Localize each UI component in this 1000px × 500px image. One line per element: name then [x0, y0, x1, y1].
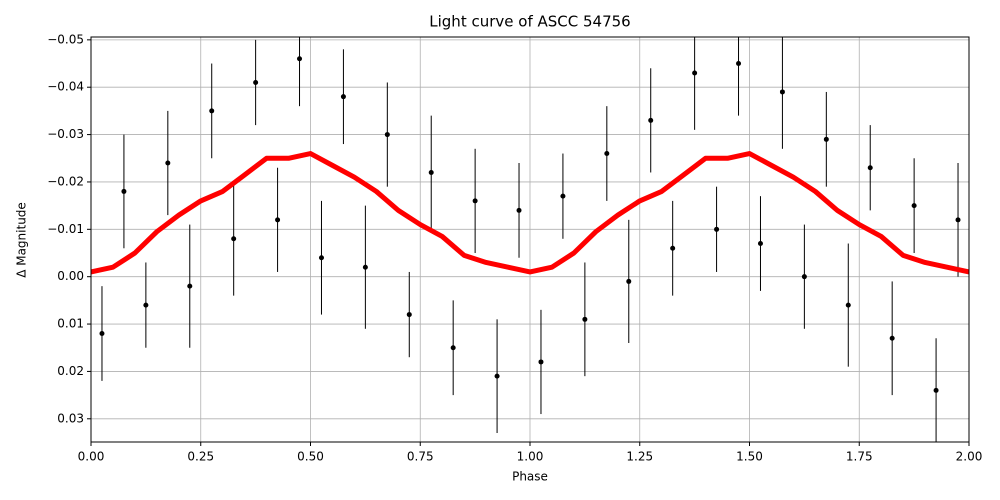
chart-title: Light curve of ASCC 54756 — [429, 13, 630, 31]
ticks: 0.00 0.25 0.50 0.75 1.00 1.25 1.50 1.75 2.00 −0.0… — [47, 32, 982, 463]
data-point — [494, 373, 500, 379]
y-tick-label: 0.02 — [57, 364, 84, 378]
data-point — [99, 331, 105, 337]
data-point — [165, 160, 171, 166]
y-tick-label: −0.04 — [47, 80, 84, 94]
data-point — [736, 61, 742, 67]
plot-area — [91, 37, 969, 442]
x-tick-label: 1.00 — [517, 450, 544, 464]
x-tick-label: 0.25 — [187, 450, 214, 464]
data-point — [582, 316, 588, 322]
data-point — [714, 226, 720, 232]
data-point — [538, 359, 544, 365]
data-point — [845, 302, 851, 308]
x-tick-label: 1.25 — [626, 450, 653, 464]
binned-curve — [91, 151, 969, 275]
data-point — [648, 117, 654, 123]
y-tick-label: 0.03 — [57, 411, 84, 425]
data-point — [823, 136, 829, 142]
data-point — [143, 302, 149, 308]
y-tick-label: 0.01 — [57, 317, 84, 331]
data-point — [472, 198, 478, 204]
data-point — [604, 151, 610, 157]
y-tick-label: −0.02 — [47, 174, 84, 188]
data-point — [406, 312, 412, 318]
data-point — [779, 89, 785, 95]
y-tick-label: −0.01 — [47, 222, 84, 236]
data-point — [121, 188, 127, 194]
data-point — [231, 236, 237, 242]
y-tick-label: 0.00 — [57, 269, 84, 283]
data-point — [560, 193, 566, 199]
data-point — [253, 79, 259, 85]
x-tick-label: 0.00 — [78, 450, 105, 464]
data-point — [297, 56, 303, 62]
data-point — [450, 345, 456, 351]
data-point — [867, 165, 873, 171]
data-point — [187, 283, 193, 289]
data-point — [626, 278, 632, 284]
data-point — [801, 274, 807, 280]
x-tick-label: 1.75 — [846, 450, 873, 464]
data-point — [955, 217, 961, 223]
x-tick-label: 1.50 — [736, 450, 763, 464]
grid — [90, 37, 970, 442]
y-tick-label: −0.05 — [47, 32, 84, 46]
data-point — [889, 335, 895, 341]
data-point — [516, 207, 522, 213]
data-point — [933, 387, 939, 393]
data-point — [757, 241, 763, 247]
x-axis-label: Phase — [512, 470, 548, 484]
x-tick-label: 0.75 — [407, 450, 434, 464]
data-point — [384, 132, 390, 138]
data-point — [340, 94, 346, 100]
data-point — [362, 264, 368, 270]
x-tick-label: 0.50 — [297, 450, 324, 464]
data-point — [670, 245, 676, 251]
data-point — [209, 108, 215, 114]
y-axis-label: Δ Magnitude — [15, 202, 29, 278]
data-point — [275, 217, 281, 223]
data-point — [428, 169, 434, 175]
data-point — [911, 203, 917, 209]
data-point — [318, 255, 324, 261]
y-tick-label: −0.03 — [47, 127, 84, 141]
x-tick-label: 2.00 — [956, 450, 983, 464]
data-point — [692, 70, 698, 76]
